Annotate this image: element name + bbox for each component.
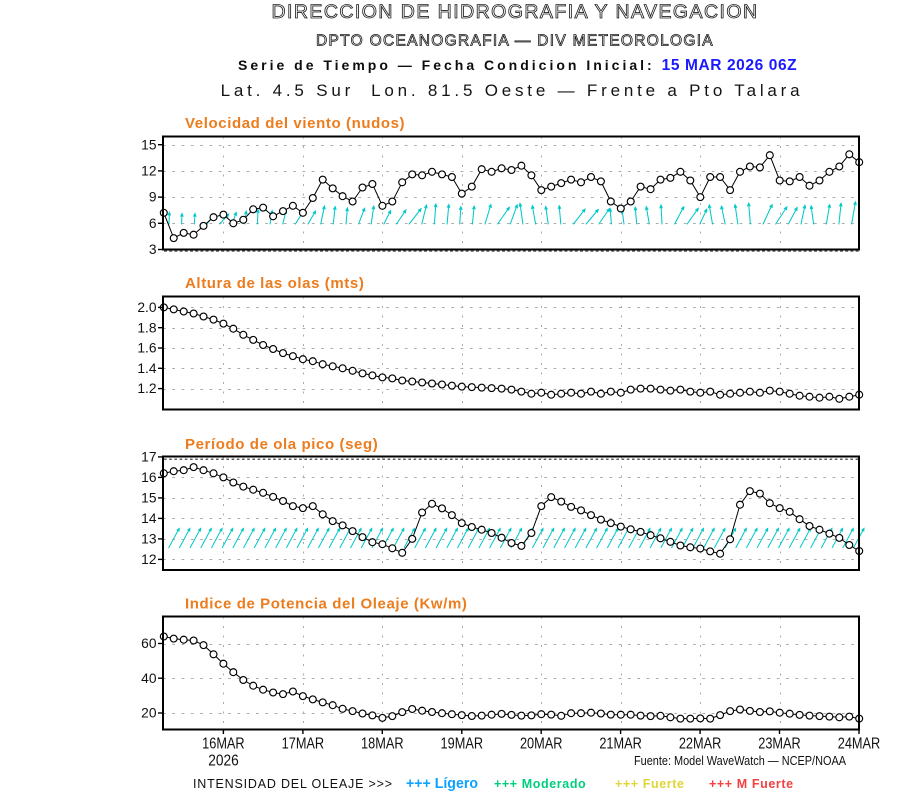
svg-text:15: 15 (141, 137, 157, 152)
svg-text:DIRECCION DE HIDROGRAFIA Y NAV: DIRECCION DE HIDROGRAFIA Y NAVEGACION (271, 1, 758, 23)
svg-text:6: 6 (149, 216, 157, 231)
svg-text:15: 15 (141, 491, 157, 506)
svg-text:2026: 2026 (208, 753, 239, 770)
svg-text:17MAR: 17MAR (282, 736, 325, 753)
svg-text:16: 16 (141, 470, 157, 485)
svg-text:24MAR: 24MAR (838, 736, 881, 753)
svg-text:19MAR: 19MAR (441, 736, 484, 753)
svg-text:18MAR: 18MAR (361, 736, 404, 753)
svg-text:20MAR: 20MAR (520, 736, 563, 753)
svg-text:60: 60 (141, 636, 157, 651)
svg-text:12: 12 (141, 164, 156, 179)
svg-text:9: 9 (149, 190, 157, 205)
svg-text:1.2: 1.2 (137, 381, 156, 396)
svg-text:Indice de Potencia del Oleaje: Indice de Potencia del Oleaje (Kw/m) (185, 596, 468, 613)
svg-text:22MAR: 22MAR (679, 736, 722, 753)
svg-text:Fuente: Model WaveWatch — NCEP: Fuente: Model WaveWatch — NCEP/NOAA (634, 753, 846, 768)
svg-text:3: 3 (149, 242, 157, 257)
svg-text:Altura de las olas (mts): Altura de las olas (mts) (185, 275, 364, 292)
svg-text:13: 13 (141, 532, 157, 547)
svg-text:1.4: 1.4 (137, 361, 157, 376)
svg-text:Período de ola pico (seg): Período de ola pico (seg) (185, 436, 378, 453)
svg-text:16MAR: 16MAR (202, 736, 245, 753)
svg-text:14: 14 (141, 511, 157, 526)
svg-text:+++ Fuerte: +++ Fuerte (615, 777, 685, 791)
svg-text:+++ M Fuerte: +++ M Fuerte (709, 777, 794, 791)
svg-text:+++ Moderado: +++ Moderado (494, 777, 586, 791)
svg-text:Lat. 4.5 Sur Lon. 81.5 Oeste: Lat. 4.5 Sur Lon. 81.5 Oeste — Frente a … (221, 81, 804, 100)
svg-text:Serie de Tiempo — Fecha Condic: Serie de Tiempo — Fecha Condicion Inicia… (238, 57, 797, 74)
svg-text:12: 12 (141, 552, 156, 567)
svg-text:23MAR: 23MAR (758, 736, 801, 753)
svg-text:Velocidad del viento (nudos): Velocidad del viento (nudos) (185, 115, 405, 132)
svg-text:21MAR: 21MAR (599, 736, 642, 753)
svg-text:20: 20 (141, 706, 157, 721)
svg-text:DPTO OCEANOGRAFIA — DIV METEOR: DPTO OCEANOGRAFIA — DIV METEOROLOGIA (316, 33, 714, 50)
svg-text:40: 40 (141, 671, 157, 686)
svg-text:17: 17 (141, 450, 156, 465)
svg-text:INTENSIDAD DEL OLEAJE >>>: INTENSIDAD DEL OLEAJE >>> (193, 777, 393, 791)
svg-text:+++ Lígero: +++ Lígero (406, 775, 478, 792)
svg-text:1.6: 1.6 (137, 341, 157, 356)
svg-text:2.0: 2.0 (137, 300, 157, 315)
svg-text:1.8: 1.8 (137, 320, 157, 335)
